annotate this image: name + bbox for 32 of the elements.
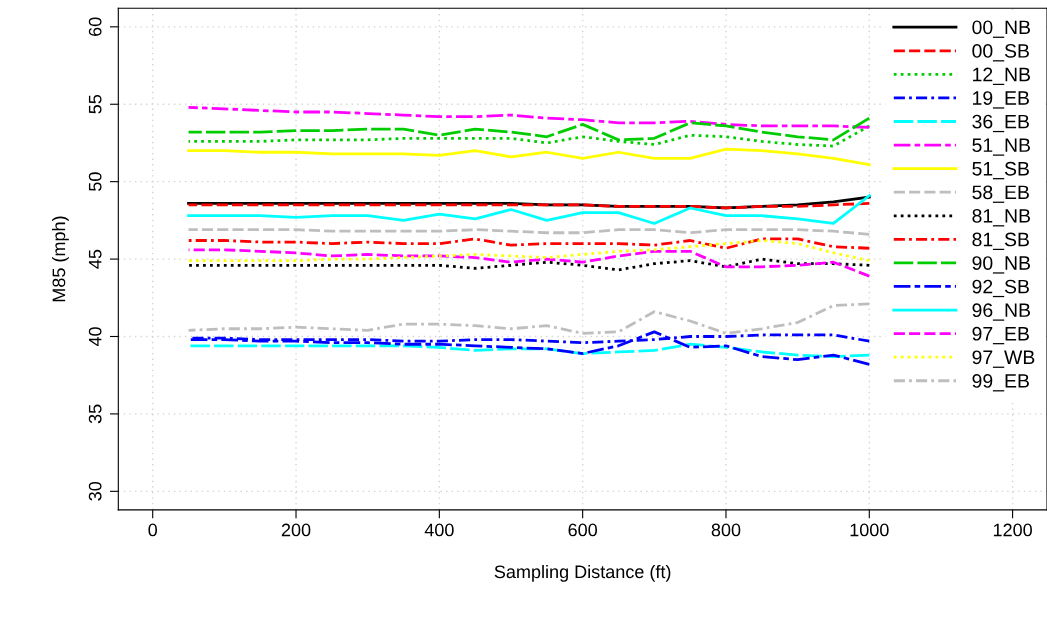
legend-label: 97_WB — [972, 350, 1035, 368]
legend-label: 81_SB — [972, 232, 1029, 251]
y-tick-label: 35 — [88, 404, 102, 424]
y-tick-label: 50 — [88, 172, 102, 191]
legend-label: 96_NB — [972, 303, 1030, 321]
legend-label: 36_EB — [972, 114, 1029, 133]
y-tick-label: 30 — [88, 481, 102, 501]
legend-label: 81_NB — [972, 209, 1030, 227]
legend-label: 92_SB — [972, 279, 1029, 298]
legend-label: 51_SB — [972, 161, 1029, 180]
x-tick-label: 800 — [711, 523, 741, 537]
legend-label: 97_EB — [972, 326, 1029, 345]
y-tick-label: 60 — [88, 17, 102, 36]
x-tick-label: 400 — [424, 523, 454, 537]
x-tick-label: 200 — [281, 523, 311, 537]
legend-label: 58_EB — [972, 185, 1029, 203]
legend-label: 00_SB — [972, 44, 1029, 62]
legend-label: 90_NB — [972, 256, 1030, 274]
legend-label: 12_NB — [973, 67, 1030, 86]
legend-label: 19_EB — [973, 91, 1029, 109]
x-axis-title: Sampling Distance (ft) — [494, 564, 671, 582]
y-axis-title: M85 (mph) — [52, 216, 69, 302]
x-tick-label: 0 — [148, 523, 158, 537]
x-tick-label: 1000 — [850, 523, 889, 537]
y-tick-label: 40 — [88, 327, 102, 347]
y-tick-label: 55 — [88, 94, 102, 114]
x-tick-label: 600 — [568, 523, 598, 537]
legend-label: 00_NB — [972, 20, 1030, 38]
y-tick-label: 45 — [88, 249, 102, 269]
legend-label: 51_NB — [972, 138, 1030, 156]
x-tick-label: 1200 — [993, 523, 1032, 537]
legend-label: 99_EB — [972, 373, 1029, 392]
